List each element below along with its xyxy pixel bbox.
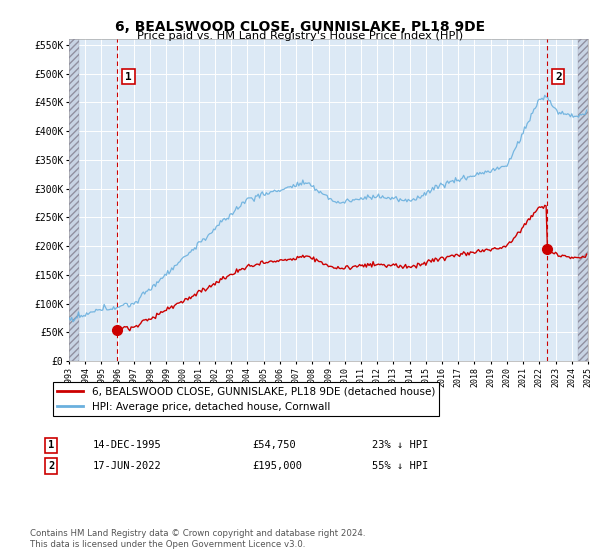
Text: 2: 2	[555, 72, 562, 82]
Bar	[69, 39, 79, 361]
Text: Contains HM Land Registry data © Crown copyright and database right 2024.
This d: Contains HM Land Registry data © Crown c…	[30, 529, 365, 549]
Text: £195,000: £195,000	[252, 461, 302, 471]
Bar	[578, 39, 588, 361]
Text: Price paid vs. HM Land Registry's House Price Index (HPI): Price paid vs. HM Land Registry's House …	[137, 31, 463, 41]
Text: 55% ↓ HPI: 55% ↓ HPI	[372, 461, 428, 471]
Text: 23% ↓ HPI: 23% ↓ HPI	[372, 440, 428, 450]
Text: 17-JUN-2022: 17-JUN-2022	[93, 461, 162, 471]
Legend: 6, BEALSWOOD CLOSE, GUNNISLAKE, PL18 9DE (detached house), HPI: Average price, d: 6, BEALSWOOD CLOSE, GUNNISLAKE, PL18 9DE…	[53, 382, 439, 416]
Text: £54,750: £54,750	[252, 440, 296, 450]
Text: 1: 1	[48, 440, 54, 450]
Bar	[69, 39, 79, 361]
Text: 2: 2	[48, 461, 54, 471]
Text: 14-DEC-1995: 14-DEC-1995	[93, 440, 162, 450]
Text: 1: 1	[125, 72, 132, 82]
Text: 6, BEALSWOOD CLOSE, GUNNISLAKE, PL18 9DE: 6, BEALSWOOD CLOSE, GUNNISLAKE, PL18 9DE	[115, 20, 485, 34]
Bar	[578, 39, 588, 361]
